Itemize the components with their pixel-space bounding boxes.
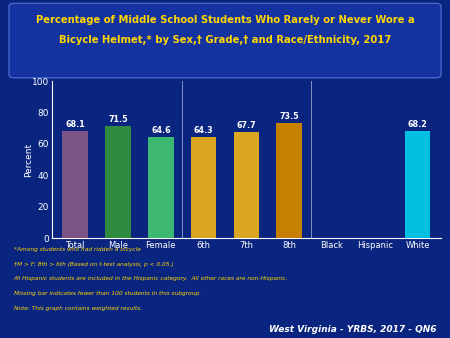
Bar bbox=[405, 131, 430, 238]
Bar bbox=[105, 126, 131, 238]
Text: 68.1: 68.1 bbox=[65, 120, 85, 129]
Text: 68.2: 68.2 bbox=[408, 120, 427, 129]
Text: Percentage of Middle School Students Who Rarely or Never Wore a: Percentage of Middle School Students Who… bbox=[36, 15, 414, 25]
Text: 71.5: 71.5 bbox=[108, 115, 128, 124]
Text: Missing bar indicates fewer than 100 students in this subgroup.: Missing bar indicates fewer than 100 stu… bbox=[14, 291, 201, 296]
Bar bbox=[276, 123, 302, 238]
Bar bbox=[234, 132, 259, 238]
Text: Bicycle Helmet,* by Sex,† Grade,† and Race/Ethnicity, 2017: Bicycle Helmet,* by Sex,† Grade,† and Ra… bbox=[59, 35, 391, 46]
Text: West Virginia - YRBS, 2017 - QN6: West Virginia - YRBS, 2017 - QN6 bbox=[269, 325, 436, 334]
Y-axis label: Percent: Percent bbox=[24, 143, 33, 177]
Text: *Among students who had ridden a bicycle: *Among students who had ridden a bicycle bbox=[14, 247, 140, 252]
Text: 73.5: 73.5 bbox=[279, 112, 299, 121]
Bar bbox=[148, 137, 174, 238]
Text: 64.6: 64.6 bbox=[151, 126, 171, 135]
Bar bbox=[191, 137, 216, 238]
Text: Note: This graph contains weighted results.: Note: This graph contains weighted resul… bbox=[14, 306, 141, 311]
Text: †M > F; 8th > 6th (Based on t-test analysis, p < 0.05.): †M > F; 8th > 6th (Based on t-test analy… bbox=[14, 262, 173, 267]
Text: All Hispanic students are included in the Hispanic category.  All other races ar: All Hispanic students are included in th… bbox=[14, 276, 288, 282]
Text: 64.3: 64.3 bbox=[194, 126, 213, 135]
Bar bbox=[63, 131, 88, 238]
Text: 67.7: 67.7 bbox=[237, 121, 256, 130]
